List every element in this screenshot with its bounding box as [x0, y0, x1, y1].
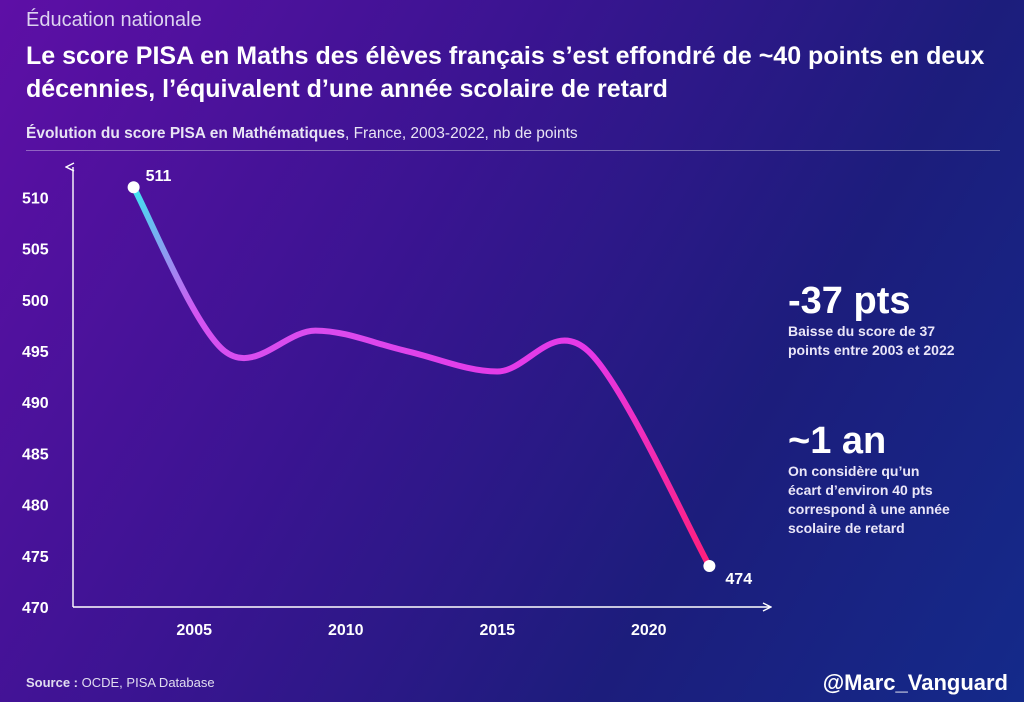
- chart-title: Le score PISA en Maths des élèves frança…: [26, 42, 985, 103]
- source-note: Source : OCDE, PISA Database: [26, 675, 215, 690]
- stat-year-line-1: On considère qu’un: [788, 463, 920, 479]
- source-label: Source :: [26, 675, 79, 690]
- line-chart: 470 475 480 485 490 495 500 505 510 2005 2010 2015 2…: [22, 155, 780, 639]
- stat-year-line-3: correspond à une année: [788, 501, 950, 517]
- source-text: OCDE, PISA Database: [78, 675, 215, 690]
- stat-year-line-2: écart d’environ 40 pts: [788, 482, 933, 498]
- y-tick-label: 505: [22, 242, 49, 259]
- x-tick-label: 2020: [631, 622, 667, 639]
- y-tick-label: 475: [22, 549, 49, 566]
- series-line: [130, 184, 713, 570]
- data-point: [127, 181, 140, 194]
- y-tick-label: 480: [22, 498, 49, 515]
- stat-drop-line-2: points entre 2003 et 2022: [788, 342, 955, 358]
- stat-year-value: ~1 an: [788, 420, 887, 462]
- stat-drop: -37 pts Baisse du score de 37 points ent…: [788, 280, 955, 360]
- y-tick-label: 495: [22, 344, 49, 361]
- data-label: 474: [725, 571, 752, 588]
- subtitle-divider: [26, 150, 1000, 151]
- data-point: [703, 560, 716, 573]
- stat-drop-line-1: Baisse du score de 37: [788, 323, 936, 339]
- stat-drop-value: -37 pts: [788, 280, 911, 322]
- y-tick-label: 470: [22, 600, 49, 617]
- kicker: Éducation nationale: [26, 9, 202, 31]
- y-tick-label: 500: [22, 293, 49, 310]
- x-tick-label: 2005: [176, 622, 212, 639]
- x-tick-label: 2015: [479, 622, 515, 639]
- chart-subtitle: Évolution du score PISA en Mathématiques…: [26, 125, 578, 143]
- stat-year: ~1 an On considère qu’un écart d’environ…: [788, 420, 950, 538]
- subtitle-bold: Évolution du score PISA en Mathématiques: [26, 125, 345, 142]
- author-handle: @Marc_Vanguard: [822, 670, 1008, 695]
- y-tick-label: 485: [22, 446, 49, 463]
- stat-year-line-4: scolaire de retard: [788, 520, 905, 536]
- x-tick-label: 2010: [328, 622, 364, 639]
- y-tick-label: 490: [22, 395, 49, 412]
- subtitle-rest: , France, 2003-2022, nb de points: [344, 125, 578, 142]
- data-label: 511: [146, 168, 172, 185]
- y-tick-label: 510: [22, 190, 49, 207]
